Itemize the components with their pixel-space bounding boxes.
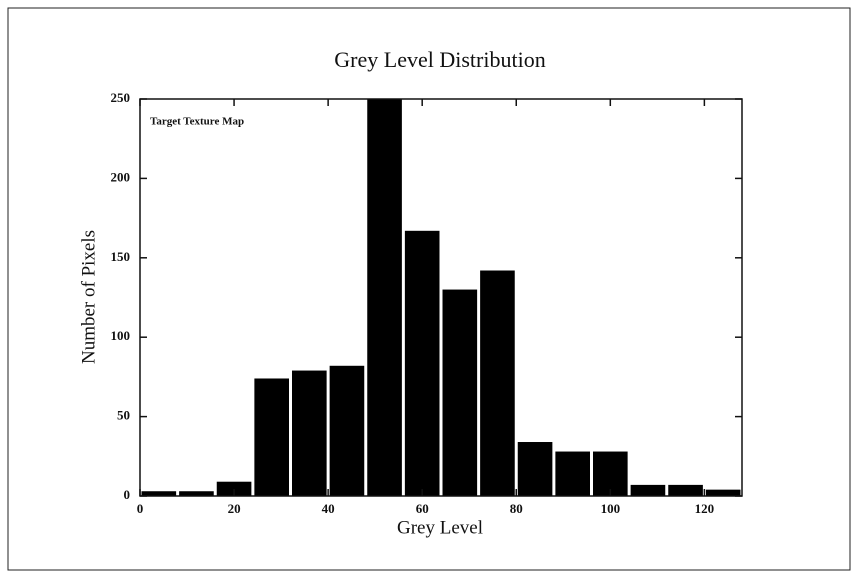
bar [517, 442, 553, 496]
bar [593, 451, 628, 496]
bar [442, 289, 478, 496]
bar [179, 491, 214, 496]
bar [404, 230, 440, 496]
plot-border [139, 98, 743, 497]
y-tick-label: 200 [111, 169, 131, 184]
bar [254, 378, 289, 496]
bar [668, 484, 703, 496]
y-tick-label: 0 [124, 487, 131, 502]
x-tick-label: 100 [601, 501, 621, 516]
bar [216, 481, 252, 496]
x-tick-label: 120 [695, 501, 715, 516]
x-tick-label: 60 [416, 501, 429, 516]
bar [555, 451, 590, 496]
frame [7, 7, 851, 571]
x-tick-label: 80 [510, 501, 523, 516]
bar [367, 99, 402, 496]
bar [630, 484, 666, 496]
bar [705, 489, 741, 496]
y-tick-label: 100 [111, 328, 131, 343]
chart-title: Grey Level Distribution [334, 47, 545, 72]
x-tick-label: 40 [322, 501, 335, 516]
y-axis-label: Number of Pixels [78, 230, 99, 364]
y-tick-label: 250 [111, 90, 131, 105]
bar [480, 270, 515, 496]
bar [329, 365, 365, 496]
x-axis-label: Grey Level [397, 517, 483, 538]
x-tick-label: 0 [137, 501, 144, 516]
bar [141, 491, 177, 496]
y-tick-label: 150 [111, 249, 131, 264]
y-tick-label: 50 [117, 408, 130, 423]
bar [292, 370, 327, 496]
x-tick-label: 20 [228, 501, 241, 516]
annotation: Target Texture Map [150, 116, 244, 128]
